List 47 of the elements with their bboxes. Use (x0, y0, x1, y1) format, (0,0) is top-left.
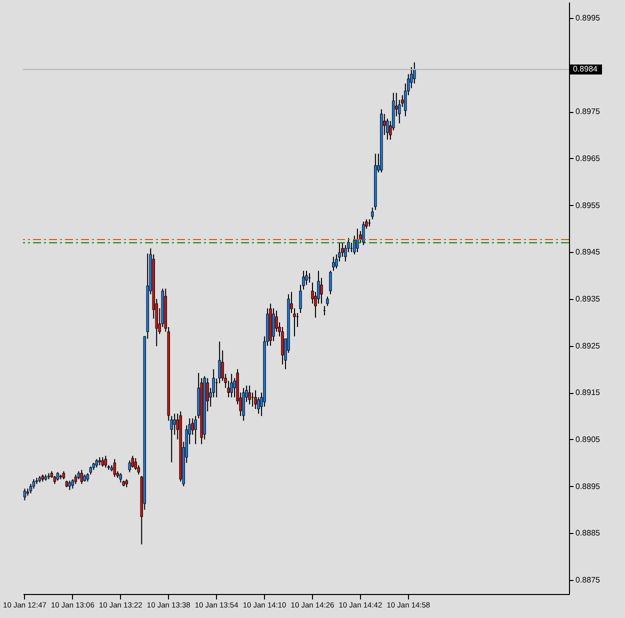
candlestick (275, 310, 278, 332)
candlestick (329, 270, 332, 295)
candlestick (119, 472, 122, 484)
candlestick (71, 478, 74, 490)
candlestick (254, 390, 257, 410)
candlestick (320, 277, 323, 304)
candlestick (113, 458, 116, 478)
y-tick-label: 0.8875 (576, 575, 601, 584)
candlestick (128, 460, 132, 473)
candlestick (23, 488, 26, 501)
candlestick (218, 341, 221, 384)
candlestick (101, 456, 104, 468)
candlestick (242, 387, 245, 422)
y-tick-label: 0.8885 (576, 528, 601, 538)
ref-line-label: 0.8984 (573, 64, 598, 74)
candlestick (293, 308, 296, 337)
candlestick (281, 326, 284, 366)
candlestick (131, 455, 134, 468)
candlestick (230, 373, 233, 398)
y-tick-label: 0.8905 (576, 434, 601, 444)
candlestick (194, 416, 197, 445)
candlestick (80, 469, 84, 484)
candlestick (371, 207, 374, 220)
y-tick-label: 0.8965 (576, 154, 601, 163)
y-tick-label: 0.8925 (576, 341, 601, 350)
y-tick-label: 0.8955 (576, 200, 601, 210)
candlestick (326, 296, 329, 306)
y-tick-label: 0.8945 (576, 248, 601, 257)
candlestick (248, 385, 251, 405)
y-tick-label: 0.8895 (576, 482, 601, 491)
candlestick (173, 413, 176, 436)
y-tick-label: 0.8935 (576, 294, 601, 304)
y-tick-label: 0.8915 (576, 388, 601, 398)
candlestick (413, 62, 416, 84)
candlestick (272, 308, 275, 342)
candlestick (29, 483, 32, 494)
candlestick (68, 480, 72, 491)
candlestick (386, 118, 389, 140)
candlestick (362, 221, 365, 246)
y-tick-label: 0.8975 (576, 107, 601, 116)
candlestick (305, 270, 308, 286)
candlestick (74, 474, 78, 484)
y-tick-label: 0.8995 (576, 13, 601, 22)
candlestick (332, 256, 335, 272)
candlestick (134, 458, 138, 470)
candlestick (104, 455, 108, 468)
candlestick (341, 242, 344, 258)
